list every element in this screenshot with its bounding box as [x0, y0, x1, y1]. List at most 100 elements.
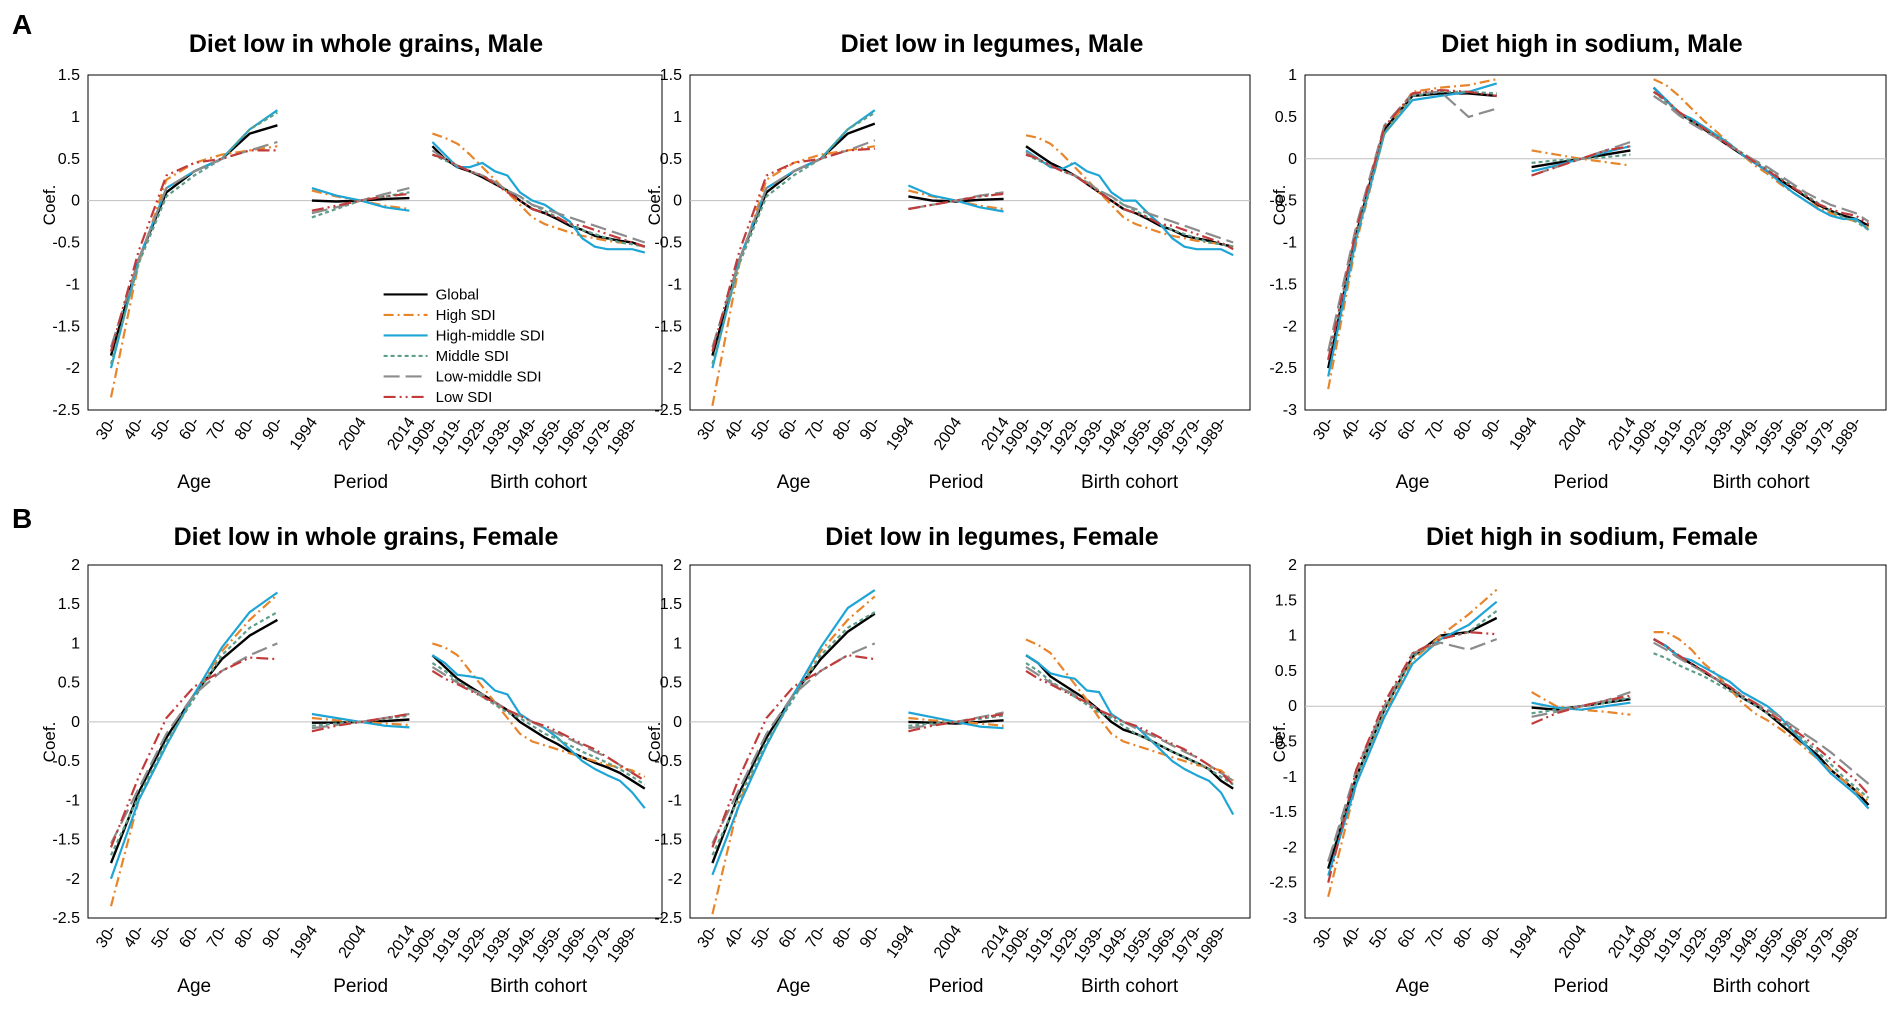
series-line-high-sdi: [432, 132, 646, 248]
series-line-low-sdi: [908, 192, 1004, 211]
series-line-global: [1025, 145, 1234, 248]
series-line-high-middle-sdi: [109, 109, 279, 369]
y-tick-label: -0.5: [1269, 193, 1297, 210]
series-line-global: [711, 612, 876, 864]
y-tick-label: 1.5: [660, 596, 682, 613]
series-line-low-middle-sdi: [1531, 691, 1631, 718]
x-tick-label: 1994: [883, 922, 917, 961]
series-line-low-middle-sdi: [1652, 94, 1870, 223]
x-tick-label: 1994: [1507, 922, 1541, 961]
series-line-middle-sdi: [311, 714, 410, 727]
x-tick-label: 40-: [722, 923, 749, 952]
x-tick-label: 60-: [1395, 415, 1422, 444]
y-tick-label: -2: [668, 871, 682, 888]
chart-title: Diet low in whole grains, Female: [174, 523, 559, 551]
legend-label-low-middle-sdi: Low-middle SDI: [436, 368, 542, 385]
series-line-high-middle-sdi: [431, 654, 646, 809]
x-tick-label: 50-: [149, 923, 176, 952]
x-tick-label: 50-: [1366, 415, 1393, 444]
series-line-low-middle-sdi: [711, 139, 876, 348]
legend-label-low-sdi: Low SDI: [436, 389, 493, 406]
y-tick-label: -2.5: [1269, 360, 1297, 377]
y-tick-label: -0.5: [654, 235, 682, 252]
series-line-global: [1327, 92, 1497, 369]
y-tick-label: -1: [1283, 235, 1297, 252]
x-tick-label: 70-: [204, 415, 231, 444]
x-tick-label: 80-: [1451, 415, 1478, 444]
y-tick-label: 0.5: [660, 151, 682, 168]
legend: Global High SDI High-middle SDI Middle SDI L…: [383, 286, 545, 406]
y-tick-label: -0.5: [52, 753, 80, 770]
x-tick-label: 90-: [1479, 415, 1506, 444]
x-group-label-age: Age: [1396, 976, 1430, 997]
y-tick-label: 0.5: [1275, 663, 1297, 680]
plot-frame: [689, 74, 1251, 411]
legend-label-global: Global: [436, 286, 479, 303]
y-tick-label: 0: [71, 193, 80, 210]
plot-frame: [87, 564, 663, 919]
x-group-label-age: Age: [1396, 472, 1430, 493]
y-tick-label: 0: [1288, 698, 1297, 715]
y-tick-label: 1: [71, 635, 80, 652]
x-tick-label: 2004: [931, 922, 965, 961]
series-line-high-middle-sdi: [1327, 600, 1498, 876]
x-tick-label: 40-: [722, 415, 749, 444]
series-line-high-sdi: [711, 595, 876, 915]
x-group-label-birth-cohort: Birth cohort: [490, 976, 588, 997]
x-group-label-period: Period: [1554, 472, 1609, 493]
y-tick-label: 1.5: [660, 67, 682, 84]
series-line-low-sdi: [109, 656, 278, 848]
y-tick-label: 0.5: [1275, 109, 1297, 126]
y-tick-label: -1: [66, 276, 80, 293]
x-tick-label: 2004: [1556, 414, 1590, 453]
series-line-low-sdi: [432, 153, 646, 248]
x-group-label-period: Period: [333, 472, 388, 493]
y-tick-label: 2: [1288, 557, 1297, 574]
chart-diet-high-in-sodium-female: Diet high in sodium, Female -3 -2.5 -2 -1.5 -…: [1269, 523, 1887, 997]
y-tick-label: -1.5: [654, 832, 682, 849]
plot-frame: [1304, 564, 1887, 919]
y-tick-label: 2: [673, 557, 682, 574]
y-tick-label: 0: [71, 714, 80, 731]
y-tick-label: -2.5: [52, 402, 80, 419]
x-tick-label: 90-: [260, 923, 287, 952]
x-tick-label: 40-: [1338, 415, 1365, 444]
chart-title: Diet low in legumes, Male: [841, 30, 1144, 58]
y-tick-label: 1: [1288, 67, 1297, 84]
y-axis-label: Coef.: [1270, 722, 1289, 763]
x-tick-label: 60-: [176, 923, 203, 952]
x-tick-label: 60-: [1395, 923, 1422, 952]
x-tick-label: 60-: [776, 923, 803, 952]
series-line-high-sdi: [109, 145, 278, 398]
plot-frame: [87, 74, 663, 411]
series-line-middle-sdi: [431, 662, 646, 786]
series-line-high-middle-sdi: [1025, 654, 1235, 816]
series-line-low-middle-sdi: [1327, 638, 1498, 862]
y-tick-label: -0.5: [52, 235, 80, 252]
series-line-low-sdi: [711, 654, 875, 848]
y-tick-label: 1.5: [1275, 592, 1297, 609]
series-line-high-middle-sdi: [1025, 149, 1234, 257]
chart-diet-low-in-whole-grains-female: Diet low in whole grains, Female -2.5 -2 -1…: [40, 523, 663, 997]
series-line-global: [109, 618, 278, 864]
y-tick-label: -3: [1283, 402, 1297, 419]
y-axis-label: Coef.: [1270, 185, 1289, 226]
series-line-low-sdi: [1025, 669, 1234, 786]
y-tick-label: 1: [71, 109, 80, 126]
x-tick-label: 90-: [857, 923, 884, 952]
x-group-label-birth-cohort: Birth cohort: [490, 472, 588, 493]
series-line-high-sdi: [1025, 638, 1234, 782]
legend-label-high-middle-sdi: High-middle SDI: [436, 327, 545, 344]
series-line-middle-sdi: [110, 611, 278, 856]
legend-label-middle-sdi: Middle SDI: [436, 348, 509, 365]
series-line-global: [1653, 638, 1870, 806]
x-tick-label: 80-: [232, 415, 259, 444]
series-line-low-middle-sdi: [1025, 666, 1234, 782]
y-tick-label: 0.5: [660, 675, 682, 692]
series-line-low-middle-sdi: [431, 149, 646, 244]
x-tick-label: 50-: [749, 923, 776, 952]
x-tick-label: 30-: [1310, 415, 1337, 444]
series-line-low-middle-sdi: [908, 191, 1004, 211]
y-tick-label: -2.5: [1269, 875, 1297, 892]
series-line-high-sdi: [432, 642, 646, 778]
